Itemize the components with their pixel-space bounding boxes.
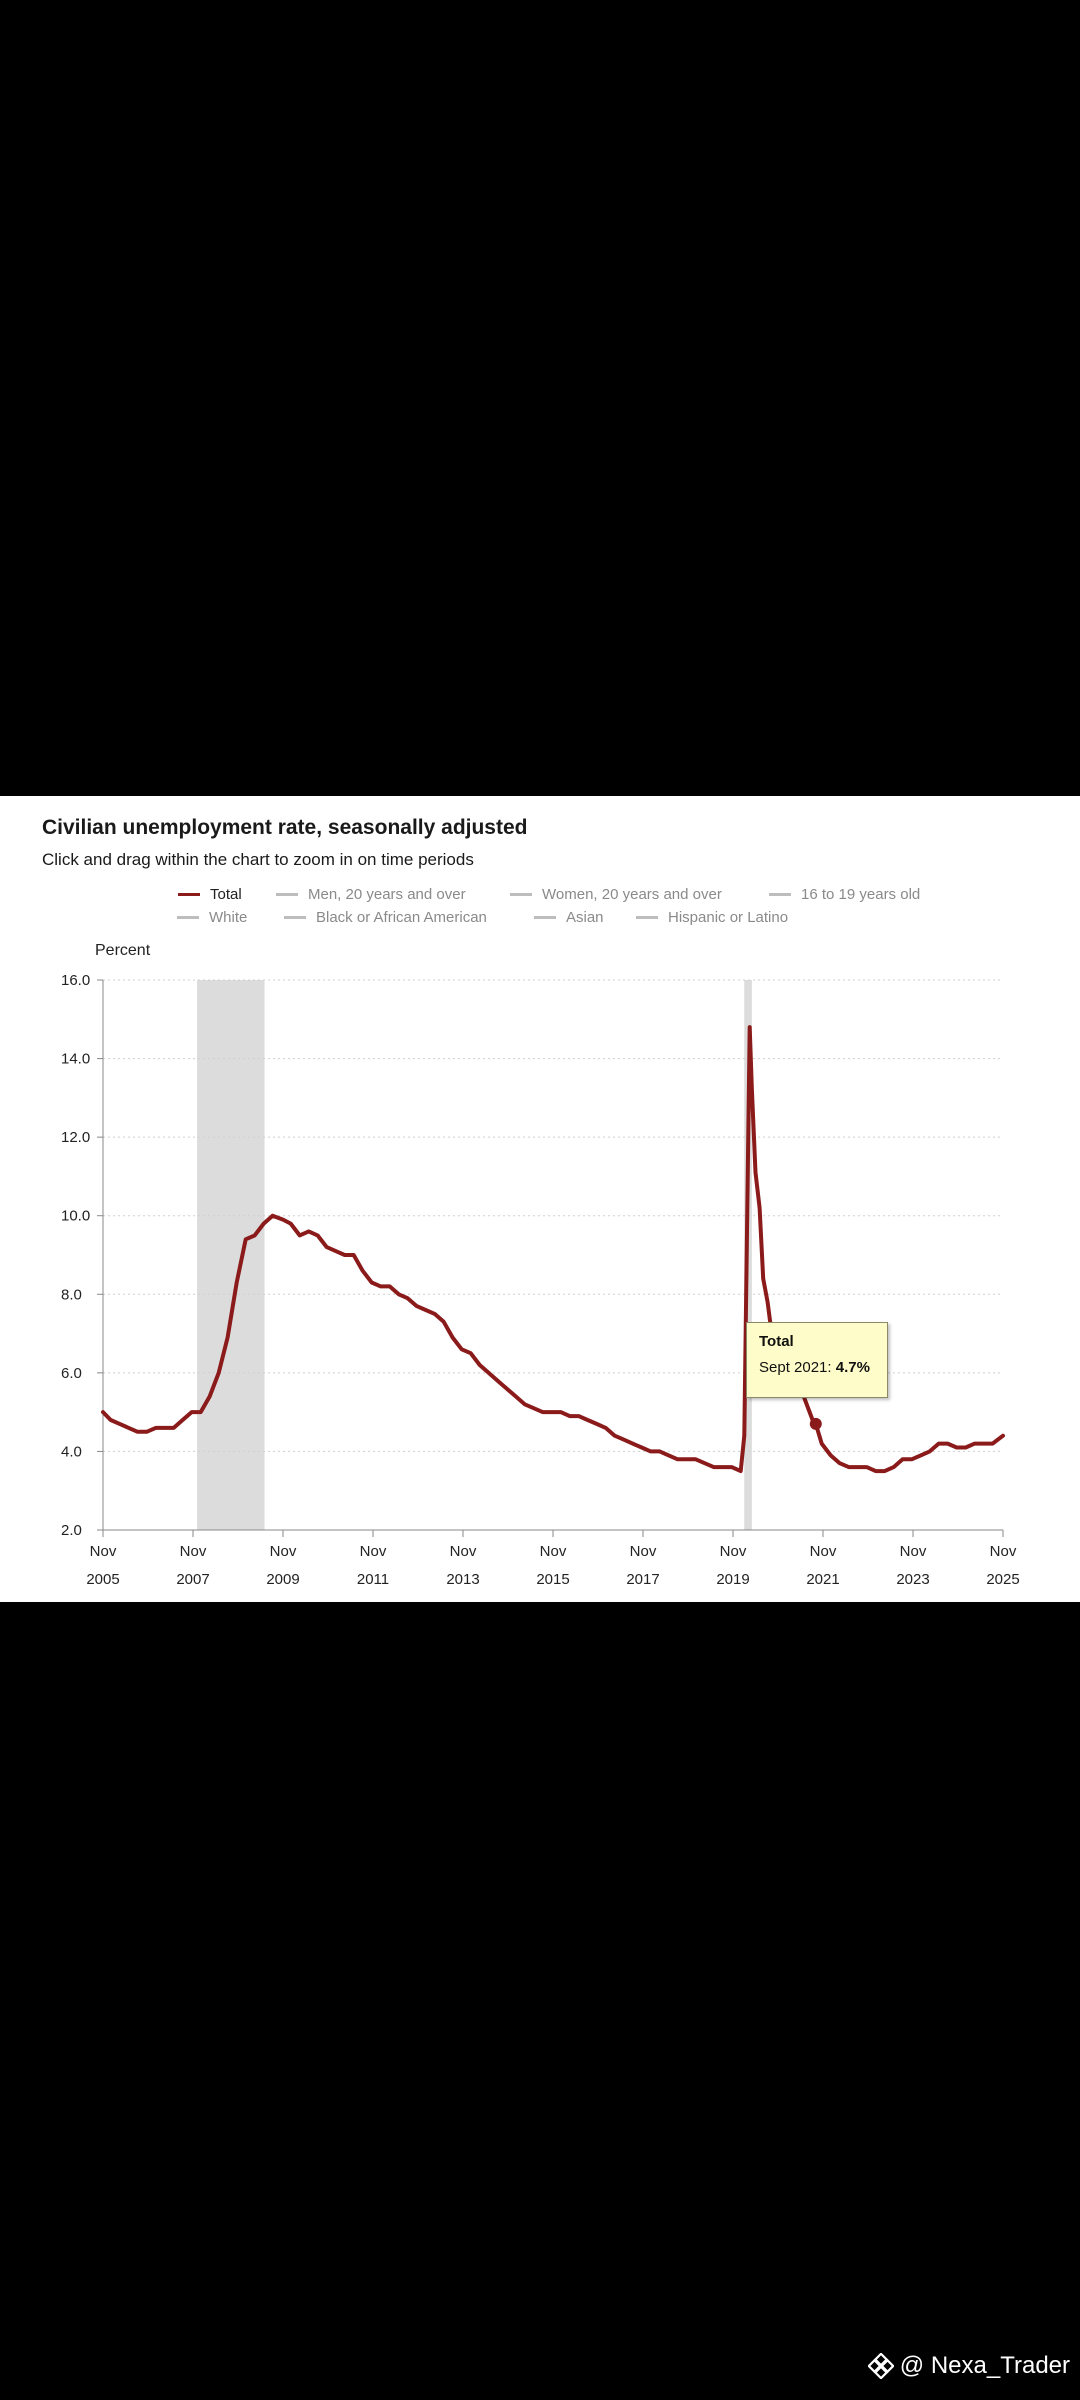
x-tick-year: 2011 xyxy=(357,1571,389,1588)
x-tick-month: Nov xyxy=(90,1543,117,1560)
x-tick-year: 2025 xyxy=(986,1571,1019,1588)
legend-swatch xyxy=(284,916,306,919)
y-tick-label: 4.0 xyxy=(61,1443,82,1460)
x-tick-month: Nov xyxy=(990,1543,1017,1560)
x-tick-year: 2013 xyxy=(446,1571,479,1588)
binance-logo-icon xyxy=(867,2353,894,2379)
line-chart[interactable]: 2.0 4.0 6.0 8.0 10.0 12.0 14.0 16.0 Nov 2005 Nov 20… xyxy=(0,796,1080,1602)
x-tick-month: Nov xyxy=(810,1543,837,1560)
x-tick-year: 2021 xyxy=(806,1571,839,1588)
x-tick-month: Nov xyxy=(180,1543,207,1560)
y-tick-label: 12.0 xyxy=(61,1129,90,1146)
legend-item-total[interactable]: Total xyxy=(178,886,242,903)
x-tick-month: Nov xyxy=(270,1543,297,1560)
legend-item-black-or-african-american[interactable]: Black or African American xyxy=(284,909,487,926)
legend-swatch xyxy=(534,916,556,919)
watermark: @ Nexa_Trader xyxy=(867,2352,1070,2380)
legend-swatch xyxy=(177,916,199,919)
x-tick-month: Nov xyxy=(540,1543,567,1560)
y-tick-label: 16.0 xyxy=(61,972,90,989)
x-tick-year: 2009 xyxy=(266,1571,299,1588)
series-lines xyxy=(101,1025,1005,1474)
series-line-total xyxy=(101,1025,1005,1474)
x-tick-month: Nov xyxy=(900,1543,927,1560)
x-tick-year: 2017 xyxy=(626,1571,659,1588)
data-tooltip: Total Sept 2021: 4.7% xyxy=(746,1322,888,1398)
legend-item-women-20-and-over[interactable]: Women, 20 years and over xyxy=(510,886,722,903)
x-tick-year: 2015 xyxy=(536,1571,569,1588)
chart-title: Civilian unemployment rate, seasonally a… xyxy=(42,816,528,839)
x-tick-month: Nov xyxy=(360,1543,387,1560)
legend-item-asian[interactable]: Asian xyxy=(534,909,604,926)
tooltip-value: 4.7% xyxy=(835,1359,870,1376)
watermark-handle: @ Nexa_Trader xyxy=(899,2352,1070,2379)
x-tick-year: 2007 xyxy=(176,1571,209,1588)
legend-item-white[interactable]: White xyxy=(177,909,247,926)
chart-panel: Civilian unemployment rate, seasonally a… xyxy=(0,796,1080,1602)
tooltip-series: Total xyxy=(759,1333,794,1350)
legend-swatch xyxy=(636,916,658,919)
x-tick-month: Nov xyxy=(720,1543,747,1560)
x-tick-year: 2023 xyxy=(896,1571,929,1588)
legend-swatch xyxy=(510,893,532,896)
x-tick-month: Nov xyxy=(450,1543,477,1560)
x-tick-year: 2019 xyxy=(716,1571,749,1588)
highlight-markers xyxy=(809,1417,822,1430)
legend-swatch xyxy=(769,893,791,896)
highlight-point xyxy=(809,1417,822,1430)
y-tick-label: 6.0 xyxy=(61,1365,82,1382)
recession-bands xyxy=(197,980,752,1530)
y-axis-label: Percent xyxy=(95,942,151,959)
x-tick-year: 2005 xyxy=(86,1571,119,1588)
y-tick-label: 14.0 xyxy=(61,1051,90,1068)
legend-swatch xyxy=(178,893,200,896)
axes: 2.0 4.0 6.0 8.0 10.0 12.0 14.0 16.0 Nov 2005 Nov 20… xyxy=(61,972,1020,1588)
chart-subtitle: Click and drag within the chart to zoom … xyxy=(42,850,474,869)
x-tick-month: Nov xyxy=(630,1543,657,1560)
legend-item-16-to-19[interactable]: 16 to 19 years old xyxy=(769,886,920,903)
legend-item-men-20-and-over[interactable]: Men, 20 years and over xyxy=(276,886,466,903)
legend-item-hispanic-or-latino[interactable]: Hispanic or Latino xyxy=(636,909,788,926)
legend-swatch xyxy=(276,893,298,896)
y-tick-label: 8.0 xyxy=(61,1286,82,1303)
tooltip-date: Sept 2021 xyxy=(759,1359,828,1376)
y-tick-label: 10.0 xyxy=(61,1208,90,1225)
recession-band xyxy=(197,980,265,1530)
y-tick-label: 2.0 xyxy=(61,1522,82,1539)
